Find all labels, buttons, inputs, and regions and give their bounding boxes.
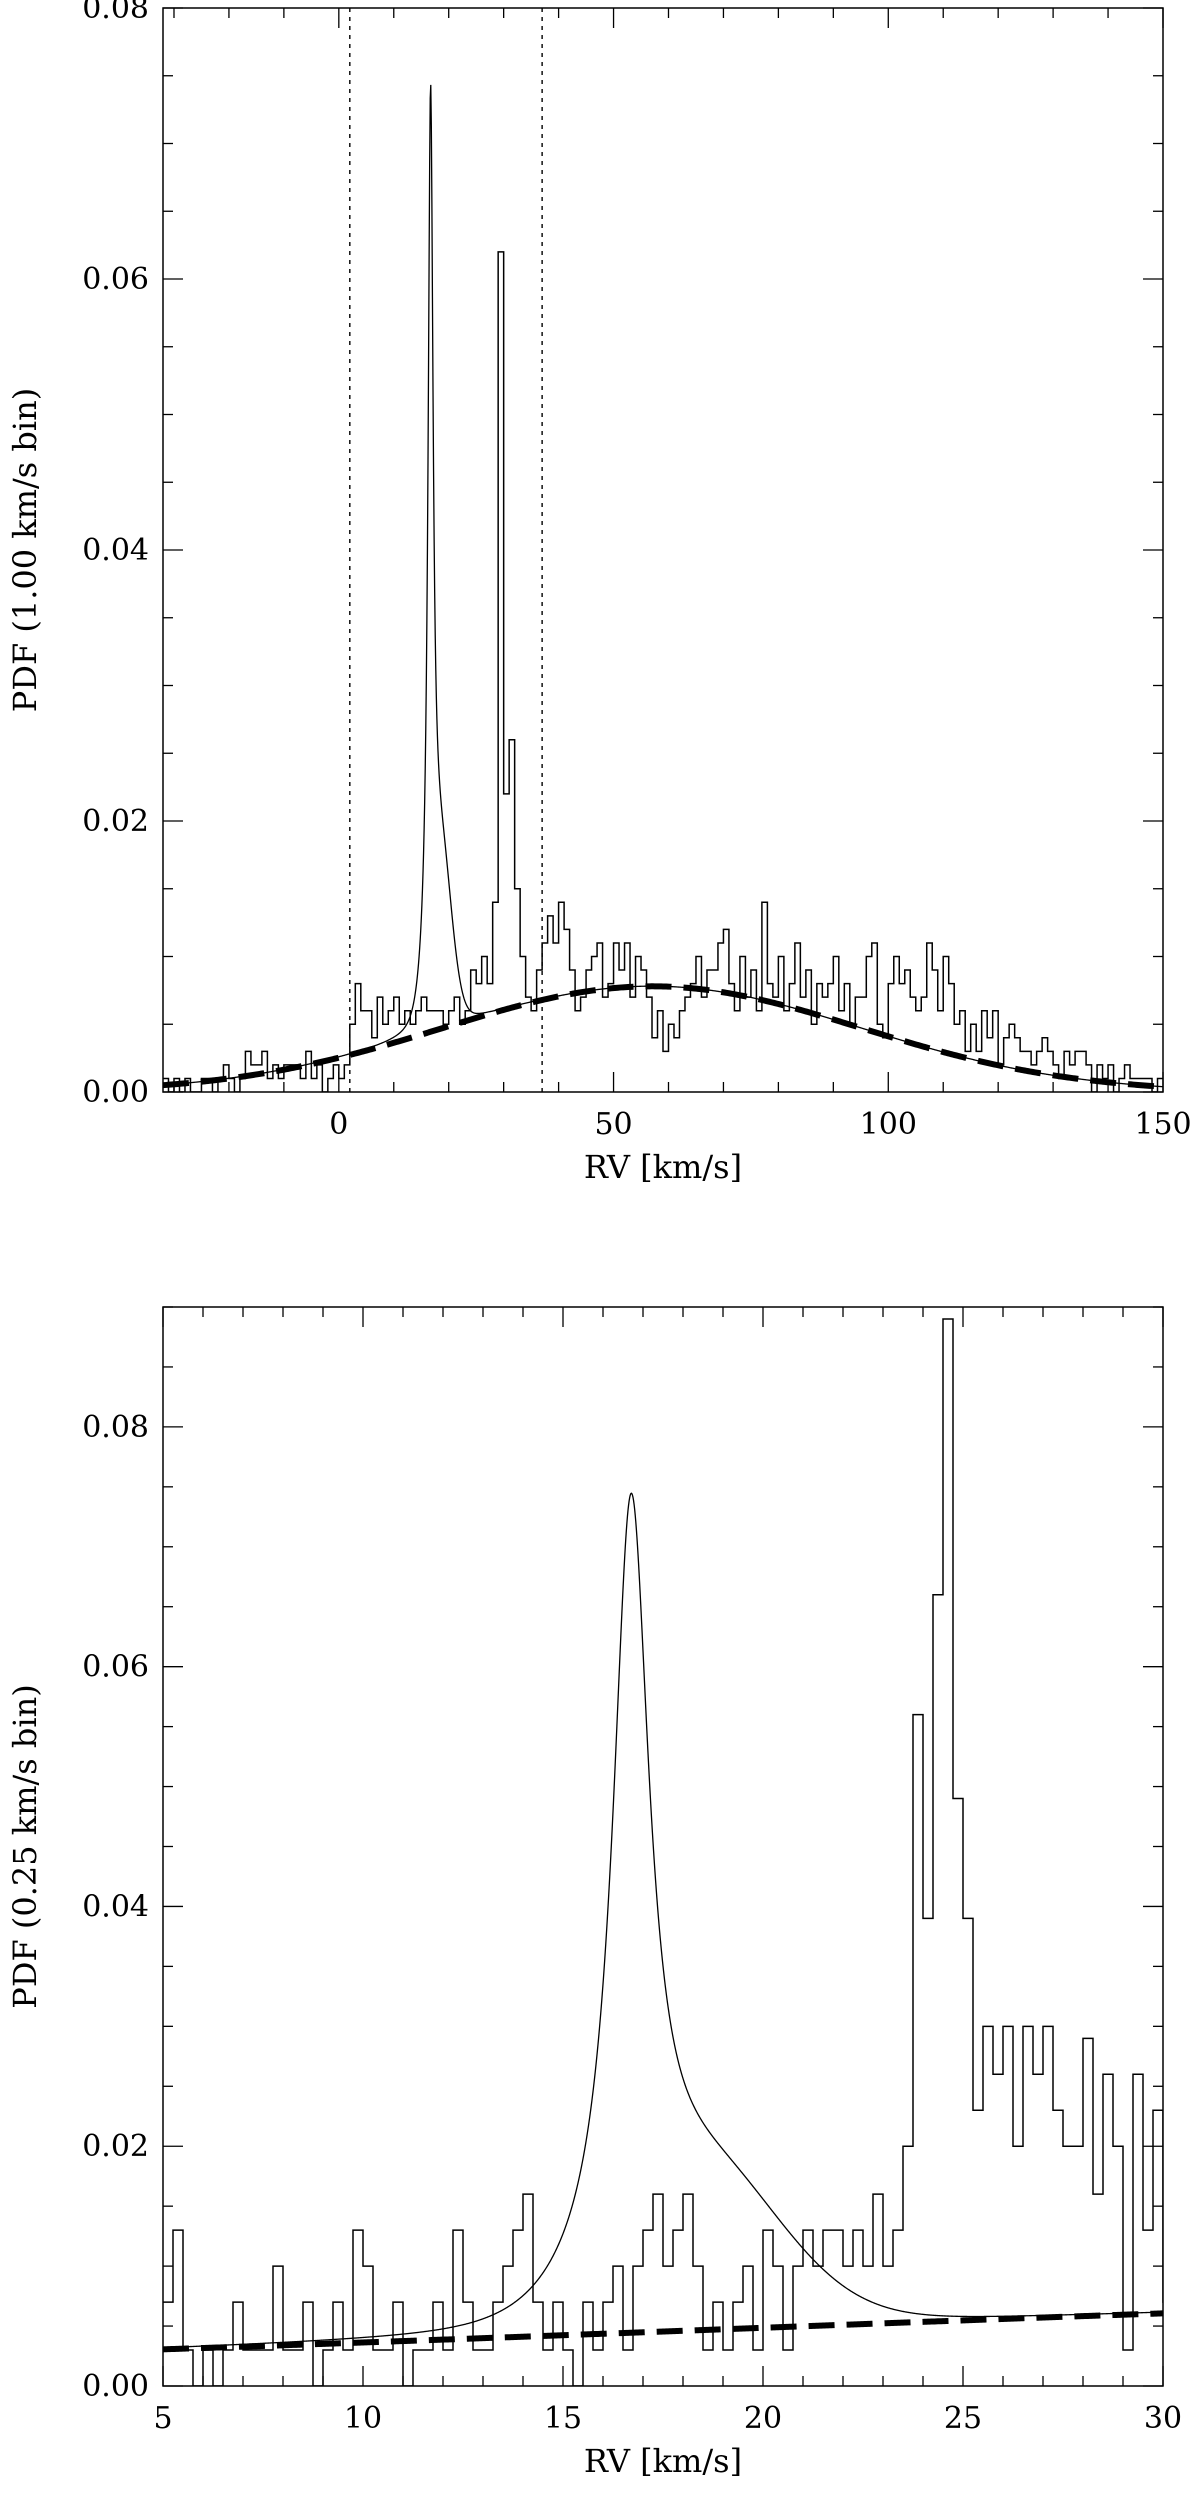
x-tick-label: 10	[344, 2401, 382, 2436]
plot-frame	[162, 7, 1164, 1093]
top-panel: 0 50 100 150 0.00 0.02 0.04 0.06 0.08 RV [km/s] PD…	[6, 0, 1192, 1186]
x-tick-label: 25	[944, 2401, 982, 2436]
histogram-series	[163, 1318, 1163, 2386]
x-tick-label: 20	[744, 2401, 782, 2436]
x-tick-label: 50	[594, 1107, 632, 1142]
total-model-curve	[163, 1492, 1163, 2349]
histogram-series	[163, 251, 1163, 1092]
x-tick-label: 30	[1144, 2401, 1182, 2436]
y-axis-label: PDF (1.00 km/s bin)	[6, 388, 44, 712]
x-tick-label: 100	[860, 1107, 917, 1142]
y-axis-label: PDF (0.25 km/s bin)	[6, 1684, 44, 2008]
x-tick-label: 0	[329, 1107, 348, 1142]
y-tick-label: 0.02	[82, 804, 149, 839]
total-model-curve	[163, 84, 1163, 1088]
x-tick-label: 5	[153, 2401, 172, 2436]
y-tick-label: 0.04	[82, 1889, 149, 1924]
x-axis-label: RV [km/s]	[584, 2442, 742, 2480]
plot-area	[163, 1318, 1163, 2386]
y-tick-label: 0.00	[82, 1075, 149, 1110]
x-tick-label: 15	[544, 2401, 582, 2436]
y-tick-label: 0.08	[82, 1410, 149, 1445]
y-tick-label: 0.08	[82, 0, 149, 26]
bottom-panel: 5 10 15 20 25 30 0.00 0.02 0.04 0.06 0.08 RV [km/s]…	[6, 1306, 1182, 2480]
plot-area	[163, 84, 1163, 1092]
x-tick-label: 150	[1134, 1107, 1191, 1142]
x-axis-label: RV [km/s]	[584, 1148, 742, 1186]
y-tick-label: 0.06	[82, 1650, 149, 1685]
y-tick-label: 0.04	[82, 533, 149, 568]
y-tick-label: 0.02	[82, 2129, 149, 2164]
background-model-curve	[163, 2310, 1163, 2353]
y-tick-label: 0.00	[82, 2369, 149, 2404]
y-tick-label: 0.06	[82, 262, 149, 297]
